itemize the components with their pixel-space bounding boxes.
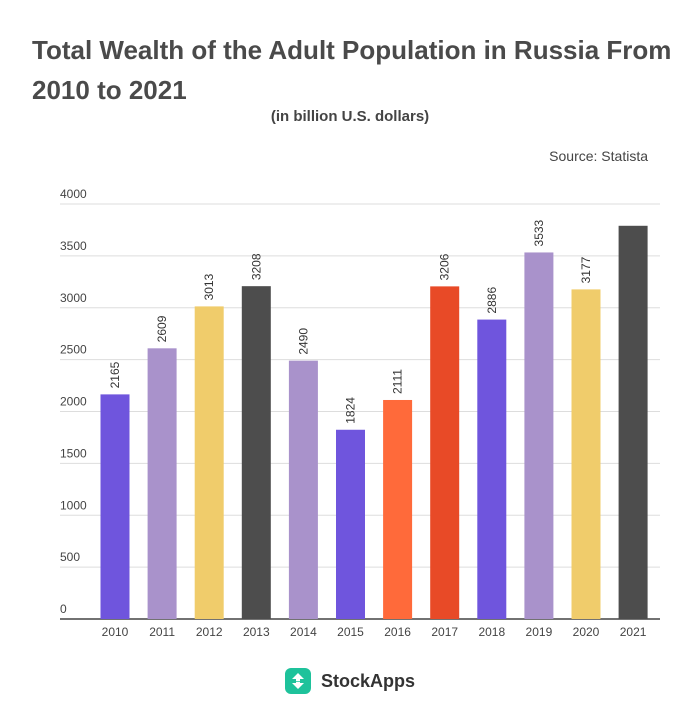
data-label-2013: 3208 (249, 253, 263, 280)
y-tick-label: 500 (60, 550, 80, 564)
brand-footer: StockApps (0, 668, 700, 694)
x-tick-label: 2012 (196, 625, 223, 639)
chart-subtitle: (in billion U.S. dollars) (270, 108, 430, 125)
x-tick-label: 2018 (478, 625, 505, 639)
x-tick-label: 2011 (149, 625, 175, 639)
y-tick-label: 0 (60, 602, 67, 616)
chart-title: Total Wealth of the Adult Population in … (32, 35, 672, 105)
x-axis: 2010 2011 2012 2013 2014 2015 2016 2017 2018 2019… (102, 625, 647, 639)
x-tick-label: 2015 (337, 625, 364, 639)
data-label-2019: 3533 (532, 219, 546, 246)
data-labels: 2165 2609 3013 3208 2490 1824 2111 3206 2886 3533… (108, 219, 593, 423)
y-tick-label: 1000 (60, 498, 87, 512)
y-tick-label: 4000 (60, 187, 87, 201)
data-label-2014: 2490 (296, 328, 310, 355)
bars (100, 225, 648, 620)
data-label-2010: 2165 (108, 361, 122, 388)
stockapps-logo-icon (284, 668, 311, 694)
x-tick-label: 2016 (384, 625, 411, 639)
y-tick-label: 3500 (60, 239, 87, 253)
data-label-2020: 3177 (579, 256, 593, 283)
bar-2010 (100, 394, 130, 619)
bar-2015 (336, 429, 365, 619)
data-label-2011: 2609 (155, 315, 169, 342)
x-tick-label: 2013 (243, 625, 270, 639)
bar-2017 (430, 286, 460, 619)
data-label-2012: 3013 (202, 273, 216, 300)
y-axis: 0 500 1000 1500 2000 2500 3000 3500 4000 (60, 187, 87, 616)
y-tick-label: 1500 (60, 446, 87, 460)
x-tick-label: 2014 (290, 625, 317, 639)
bar-2013 (241, 286, 271, 619)
bar-2019 (524, 252, 554, 620)
brand-name: StockApps (320, 670, 416, 691)
y-tick-label: 2000 (60, 395, 87, 409)
data-label-2017: 3206 (438, 253, 452, 280)
bar-2011 (147, 348, 177, 619)
data-label-2018: 2886 (485, 287, 499, 314)
x-tick-label: 2019 (526, 625, 553, 639)
y-tick-label: 2500 (60, 343, 87, 357)
bar-2018 (477, 319, 507, 619)
x-tick-label: 2021 (620, 625, 647, 639)
x-tick-label: 2020 (573, 625, 600, 639)
data-label-2015: 1824 (344, 397, 358, 424)
bar-2016 (383, 399, 413, 619)
bar-2021 (618, 225, 648, 619)
data-label-2016: 2111 (391, 369, 405, 394)
x-tick-label: 2010 (102, 625, 129, 639)
bar-2012 (194, 306, 224, 619)
bar-2014 (288, 360, 318, 619)
y-tick-label: 3000 (60, 291, 87, 305)
x-tick-label: 2017 (431, 625, 458, 639)
source-note: Source: Statista (549, 148, 648, 164)
bar-2020 (571, 289, 601, 619)
